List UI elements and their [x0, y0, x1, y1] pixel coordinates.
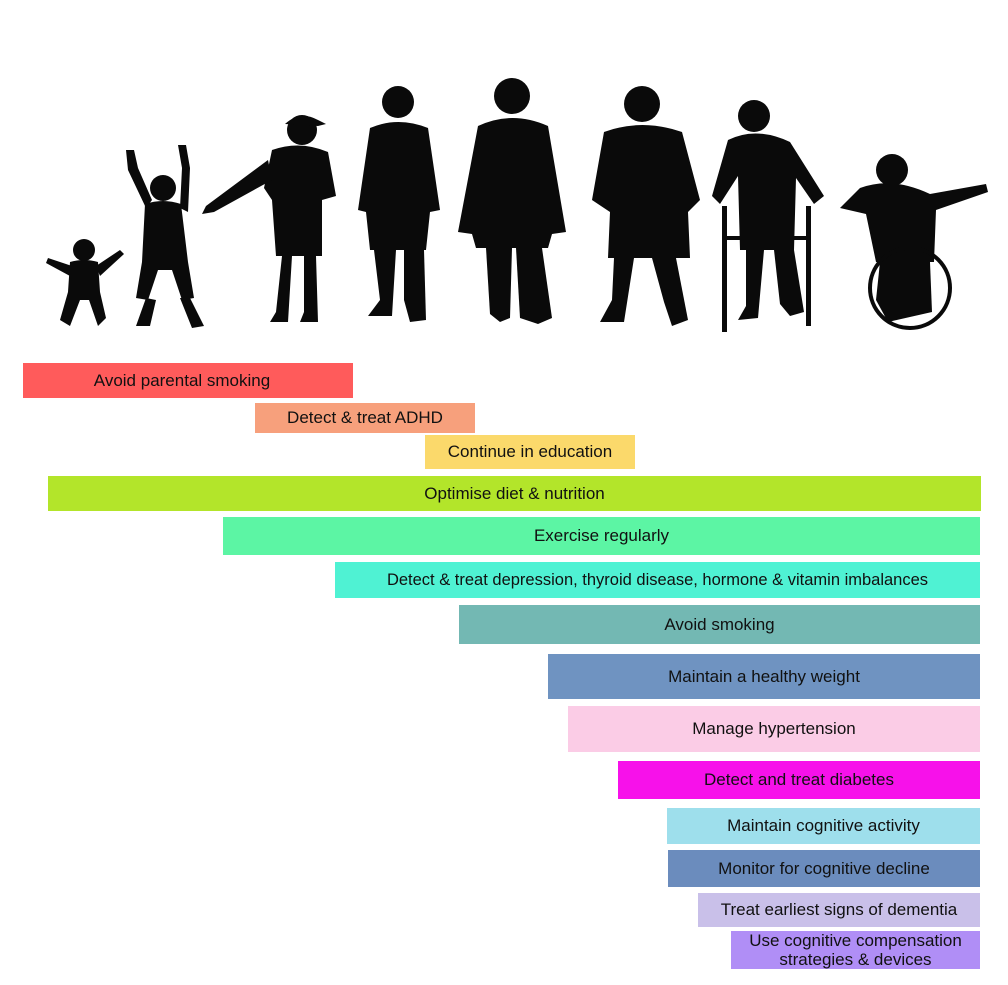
- middle-aged-silhouette-icon: [592, 86, 700, 326]
- bar-treat-earliest-signs-dementia: Treat earliest signs of dementia: [698, 893, 980, 927]
- child-silhouette-icon: [126, 145, 204, 328]
- bar-detect-treat-diabetes: Detect and treat diabetes: [618, 761, 980, 799]
- wheelchair-user-silhouette-icon: [840, 154, 988, 330]
- bar-maintain-cognitive-activity: Maintain cognitive activity: [667, 808, 980, 844]
- bar-label: Detect & treat depression, thyroid disea…: [386, 571, 929, 589]
- adult-man-silhouette-icon: [458, 78, 566, 324]
- bar-cognitive-compensation: Use cognitive compensation strategies & d…: [731, 931, 980, 969]
- life-stage-silhouettes: [46, 78, 988, 332]
- bar-label: Exercise regularly: [533, 526, 670, 545]
- bar-label: Optimise diet & nutrition: [424, 483, 605, 503]
- bar-label: Continue in education: [447, 442, 613, 461]
- bar-label: Maintain cognitive activity: [727, 816, 920, 835]
- bar-label: Manage hypertension: [692, 719, 856, 738]
- bar-maintain-healthy-weight: Maintain a healthy weight: [548, 654, 980, 699]
- bar-label: Use cognitive compensation strategies & d…: [749, 931, 962, 969]
- bar-label: Maintain a healthy weight: [668, 666, 860, 686]
- bar-avoid-smoking: Avoid smoking: [459, 605, 980, 644]
- bar-label: Avoid smoking: [664, 614, 775, 634]
- bar-detect-treat-depression: Detect & treat depression, thyroid disea…: [335, 562, 980, 598]
- bar-exercise-regularly: Exercise regularly: [223, 517, 980, 555]
- teen-silhouette-icon: [202, 115, 336, 322]
- bar-label: Avoid parental smoking: [93, 370, 271, 390]
- bar-label: Detect & treat ADHD: [287, 408, 443, 427]
- elderly-walker-silhouette-icon: [712, 100, 824, 332]
- bar-label: Monitor for cognitive decline: [718, 858, 930, 878]
- bar-label: Treat earliest signs of dementia: [720, 900, 958, 919]
- bar-detect-treat-adhd: Detect & treat ADHD: [255, 403, 475, 433]
- young-adult-silhouette-icon: [358, 86, 440, 322]
- bar-monitor-cognitive-decline: Monitor for cognitive decline: [668, 850, 980, 887]
- bar-avoid-parental-smoking: Avoid parental smoking: [23, 363, 353, 398]
- toddler-silhouette-icon: [46, 239, 124, 326]
- bar-label: Detect and treat diabetes: [704, 770, 894, 789]
- bar-continue-in-education: Continue in education: [425, 435, 635, 469]
- bar-manage-hypertension: Manage hypertension: [568, 706, 980, 752]
- bar-optimise-diet-nutrition: Optimise diet & nutrition: [48, 476, 981, 511]
